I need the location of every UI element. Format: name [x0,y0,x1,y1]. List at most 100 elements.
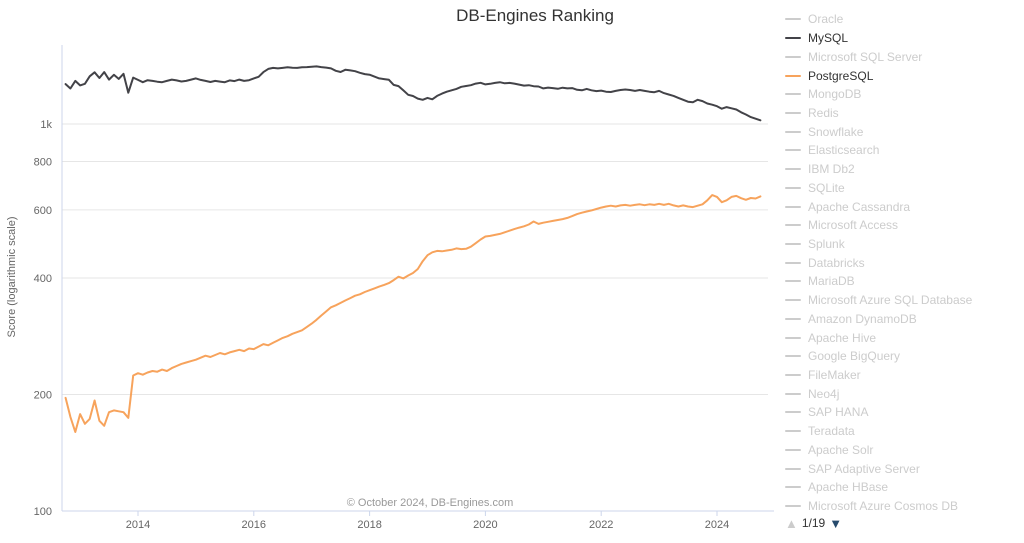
page-title: DB-Engines Ranking [456,6,614,25]
y-axis-tick-label: 600 [34,205,52,217]
legend-page-up-icon[interactable]: ▲ [785,515,798,531]
legend-item-label: MongoDB [808,87,862,102]
y-axis-tick-label: 1k [40,119,52,131]
series-line-mysql [64,65,762,122]
legend-marker-line [785,336,801,339]
legend-item-label: IBM Db2 [808,162,855,177]
legend-marker-line [785,374,801,377]
legend-marker-line [785,149,801,152]
legend-marker-line [785,299,801,302]
legend-item-label: Microsoft SQL Server [808,49,923,64]
legend-item-sqlite[interactable]: SQLite [785,178,1020,197]
x-axis-tick-label: 2020 [473,519,497,531]
legend-marker-line [785,280,801,283]
legend-item-oracle[interactable]: Oracle [785,10,1020,29]
legend-item-label: MySQL [808,31,849,46]
legend-marker-line [785,74,801,77]
legend-item-microsoft-sql-server[interactable]: Microsoft SQL Server [785,47,1020,66]
legend-marker-line [785,242,801,245]
legend-marker-line [785,411,801,414]
legend-item-apache-solr[interactable]: Apache Solr [785,441,1020,460]
legend-item-label: SAP Adaptive Server [808,461,920,476]
x-axis-tick-label: 2018 [357,519,381,531]
legend-item-microsoft-azure-cosmos-db[interactable]: Microsoft Azure Cosmos DB [785,497,1020,516]
legend-marker-line [785,392,801,395]
legend-item-elasticsearch[interactable]: Elasticsearch [785,141,1020,160]
legend-marker-line [785,430,801,433]
x-axis-tick-label: 2016 [242,519,266,531]
legend-item-label: Apache Cassandra [808,199,911,214]
legend-item-neo4j[interactable]: Neo4j [785,384,1020,403]
legend-item-label: SAP HANA [808,405,869,420]
legend-item-postgresql[interactable]: PostgreSQL [785,66,1020,85]
x-axis-tick-label: 2024 [705,519,729,531]
legend-item-snowflake[interactable]: Snowflake [785,122,1020,141]
legend-item-amazon-dynamodb[interactable]: Amazon DynamoDB [785,310,1020,329]
legend-item-databricks[interactable]: Databricks [785,253,1020,272]
legend-marker-line [785,37,801,40]
legend-item-label: Google BigQuery [808,349,901,364]
legend-item-label: Splunk [808,236,845,251]
y-axis-tick-label: 400 [34,273,52,285]
legend-item-label: Elasticsearch [808,143,880,158]
series-line-postgresql [64,194,762,433]
legend-page-down-icon[interactable]: ▼ [829,515,843,531]
legend-item-label: Teradata [808,424,855,439]
legend-marker-line [785,130,801,133]
legend-item-splunk[interactable]: Splunk [785,235,1020,254]
legend-item-sap-adaptive-server[interactable]: SAP Adaptive Server [785,459,1020,478]
legend-item-label: SQLite [808,180,845,195]
legend-item-mariadb[interactable]: MariaDB [785,272,1020,291]
legend-marker-line [785,355,801,358]
legend-item-google-bigquery[interactable]: Google BigQuery [785,347,1020,366]
legend-item-label: MariaDB [808,274,855,289]
y-axis-tick-label: 200 [34,390,52,402]
legend-item-mongodb[interactable]: MongoDB [785,85,1020,104]
legend-item-mysql[interactable]: MySQL [785,29,1020,48]
legend-item-label: Apache HBase [808,480,889,495]
legend-item-label: Microsoft Azure Cosmos DB [808,499,959,514]
legend-marker-line [785,448,801,451]
legend-marker-line [785,18,801,21]
legend-marker-line [785,486,801,489]
legend-marker-line [785,224,801,227]
y-axis-tick-label: 800 [34,157,52,169]
legend-item-label: Apache Hive [808,330,877,345]
x-axis-tick-label: 2022 [589,519,613,531]
legend-marker-line [785,55,801,58]
x-axis-tick-label: 2014 [126,519,150,531]
legend-item-ibm-db2[interactable]: IBM Db2 [785,160,1020,179]
legend-item-label: Snowflake [808,124,864,139]
legend-page-indicator: 1/19 [801,516,826,530]
legend-marker-line [785,467,801,470]
legend-item-microsoft-access[interactable]: Microsoft Access [785,216,1020,235]
legend-item-label: Oracle [808,12,844,27]
legend-item-teradata[interactable]: Teradata [785,422,1020,441]
legend-item-label: Databricks [808,255,865,270]
legend-item-label: Microsoft Azure SQL Database [808,293,973,308]
legend-pagination: ▲ 1/19 ▼ [785,516,842,530]
legend-marker-line [785,186,801,189]
legend-item-microsoft-azure-sql-database[interactable]: Microsoft Azure SQL Database [785,291,1020,310]
legend-item-label: FileMaker [808,368,861,383]
legend-item-label: Redis [808,105,839,120]
legend-item-filemaker[interactable]: FileMaker [785,366,1020,385]
legend-marker-line [785,261,801,264]
legend-item-apache-hive[interactable]: Apache Hive [785,328,1020,347]
legend-item-label: PostgreSQL [808,68,874,83]
legend-item-label: Amazon DynamoDB [808,311,917,326]
legend-marker-line [785,111,801,114]
credits-link[interactable]: © October 2024, DB-Engines.com [346,497,514,509]
legend: Oracle MySQL Microsoft SQL Server PostgreSQ… [785,10,1020,515]
legend-item-label: Microsoft Access [808,218,899,233]
legend-item-apache-cassandra[interactable]: Apache Cassandra [785,197,1020,216]
legend-item-sap-hana[interactable]: SAP HANA [785,403,1020,422]
legend-marker-line [785,317,801,320]
legend-marker-line [785,505,801,508]
legend-marker-line [785,93,801,96]
legend-item-redis[interactable]: Redis [785,104,1020,123]
legend-item-apache-hbase[interactable]: Apache HBase [785,478,1020,497]
y-axis-tick-label: 100 [34,506,52,518]
